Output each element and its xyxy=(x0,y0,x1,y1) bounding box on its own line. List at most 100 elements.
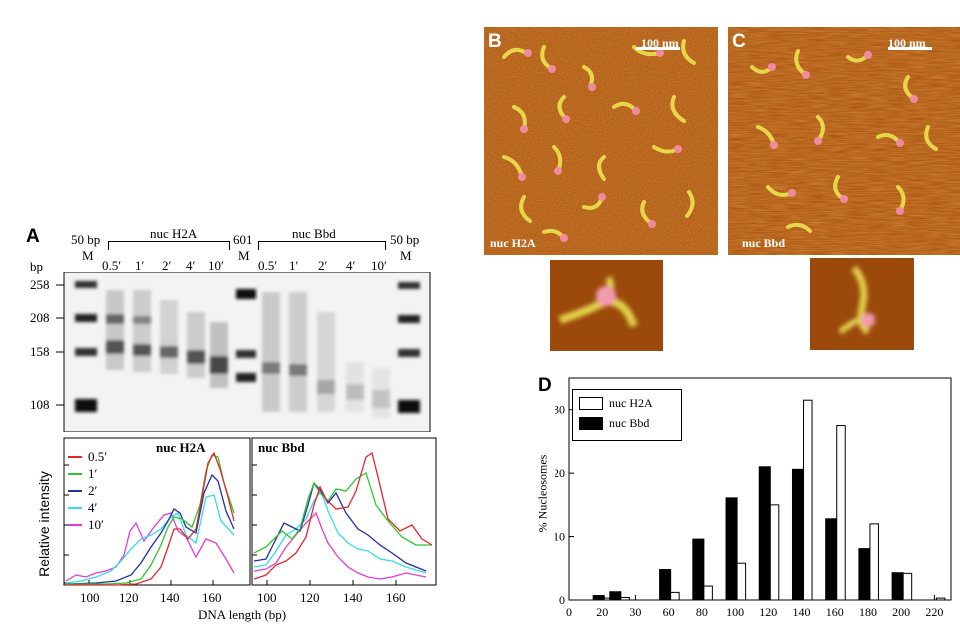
y-tick-label: 20 xyxy=(555,466,565,480)
group-bracket-left xyxy=(108,241,230,250)
afm-image-b xyxy=(484,27,718,255)
legend-label: 0.5′ xyxy=(88,448,108,464)
legend-swatch xyxy=(68,506,82,509)
profile-x-tick: 160 xyxy=(202,590,222,605)
bar-nuc-h2a xyxy=(803,399,813,601)
x-tick-label: 60 xyxy=(663,605,675,619)
gel-image xyxy=(56,272,431,432)
legend-swatch xyxy=(68,455,82,458)
x-tick-label: 180 xyxy=(859,605,877,619)
profile-legend: 0.5′ 1′ 2′ 4′ 10′ xyxy=(68,448,148,533)
y-tick-label: 30 xyxy=(555,403,565,417)
bar-nuc-h2a xyxy=(935,597,946,601)
bar-nuc-h2a xyxy=(869,523,879,601)
bp-axis-label: bp xyxy=(30,259,43,274)
legend-label: 1′ xyxy=(88,465,98,481)
marker-lane-right: M xyxy=(400,248,412,263)
bar-nuc-h2a xyxy=(736,562,747,601)
afm-caption-b: nuc H2A xyxy=(490,236,536,250)
profile-title-left: nuc H2A xyxy=(156,440,206,455)
afm-inset-b xyxy=(550,260,663,351)
legend-swatch xyxy=(68,472,82,475)
marker-size-right: 50 bp xyxy=(390,232,420,247)
panel-label-c: C xyxy=(732,31,746,52)
time-label: 2′ xyxy=(162,258,172,273)
legend-item: 0.5′ xyxy=(68,448,148,465)
afm-inset-c xyxy=(810,258,914,350)
legend-label: 2′ xyxy=(88,482,98,498)
legend-label: 4′ xyxy=(88,499,98,515)
afm-caption-c: nuc Bbd xyxy=(742,236,786,250)
bar-nuc-bbd xyxy=(609,591,622,601)
legend-swatch xyxy=(68,523,82,526)
group-bracket-right xyxy=(258,241,386,250)
x-tick-label: 140 xyxy=(793,605,811,619)
legend-item: 2′ xyxy=(68,482,148,499)
bar-nuc-bbd xyxy=(858,548,871,601)
bp-tick-label: 158 xyxy=(30,344,50,359)
legend-label: nuc Bbd xyxy=(609,415,650,430)
panel-label-b: B xyxy=(488,31,502,52)
bar-nuc-bbd xyxy=(659,569,672,601)
afm-image-c xyxy=(728,27,960,255)
marker-lane-left: M xyxy=(82,248,94,263)
histogram-legend: nuc H2A nuc Bbd xyxy=(572,389,682,441)
profile-title-right: nuc Bbd xyxy=(258,440,305,455)
bar-nuc-bbd xyxy=(791,468,805,601)
bar-nuc-bbd xyxy=(825,518,838,601)
x-tick-label: 80 xyxy=(696,605,708,619)
bp-tick-label: 258 xyxy=(30,277,50,292)
bar-nuc-bbd xyxy=(725,497,738,601)
time-label: 10′ xyxy=(371,258,387,273)
y-tick-label: 10 xyxy=(555,530,565,544)
bar-nuc-h2a xyxy=(670,591,680,601)
afm-scale-label-c: 100 nm xyxy=(888,36,926,50)
profile-xlabel: DNA length (bp) xyxy=(198,607,287,622)
legend-swatch xyxy=(68,489,82,492)
legend-swatch-filled xyxy=(579,416,603,430)
bp-tick-label: 108 xyxy=(30,397,50,412)
time-label: 4′ xyxy=(186,258,196,273)
x-tick-label: 0 xyxy=(566,605,572,619)
profile-plot xyxy=(63,437,437,586)
bar-nuc-h2a xyxy=(902,572,913,601)
time-label: 1′ xyxy=(289,258,299,273)
bar-nuc-bbd xyxy=(758,466,771,601)
bar-nuc-h2a xyxy=(703,585,713,601)
legend-item: 1′ xyxy=(68,465,148,482)
legend-item: 10′ xyxy=(68,516,148,533)
x-tick-label: 20 xyxy=(596,605,608,619)
profile-x-tick: 160 xyxy=(386,590,406,605)
group-label-left: nuc H2A xyxy=(150,226,198,241)
legend-swatch-open xyxy=(579,396,603,410)
time-label: 2′ xyxy=(318,258,328,273)
profile-x-tick: 140 xyxy=(160,590,180,605)
marker-size-left: 50 bp xyxy=(71,232,101,247)
group-label-right: nuc Bbd xyxy=(292,226,336,241)
profile-ylabel: Relative intensity xyxy=(36,471,52,577)
bar-nuc-h2a xyxy=(769,504,780,601)
afm-scale-label-b: 100 nm xyxy=(641,36,679,50)
bar-nuc-bbd xyxy=(692,538,705,601)
legend-label: nuc H2A xyxy=(609,395,653,410)
legend-item: nuc H2A xyxy=(573,393,681,413)
profile-x-tick: 140 xyxy=(343,590,363,605)
profile-x-tick: 100 xyxy=(257,590,277,605)
x-tick-label: 220 xyxy=(925,605,943,619)
x-tick-label: 30 xyxy=(629,605,641,619)
x-tick-label: 200 xyxy=(892,605,910,619)
profile-x-tick: 100 xyxy=(80,590,100,605)
time-label: 0.5′ xyxy=(102,258,122,273)
time-label: 10′ xyxy=(208,258,224,273)
panel-label-d: D xyxy=(538,375,552,396)
x-tick-label: 120 xyxy=(759,605,777,619)
y-tick-label: 0 xyxy=(559,593,565,607)
bar-nuc-h2a xyxy=(836,425,846,601)
legend-item: 4′ xyxy=(68,499,148,516)
profile-x-tick: 120 xyxy=(119,590,139,605)
time-label: 0.5′ xyxy=(258,258,278,273)
profile-x-tick: 120 xyxy=(300,590,320,605)
bar-nuc-h2a xyxy=(620,596,630,601)
marker-lane-center: M xyxy=(238,248,250,263)
x-tick-label: 160 xyxy=(826,605,844,619)
